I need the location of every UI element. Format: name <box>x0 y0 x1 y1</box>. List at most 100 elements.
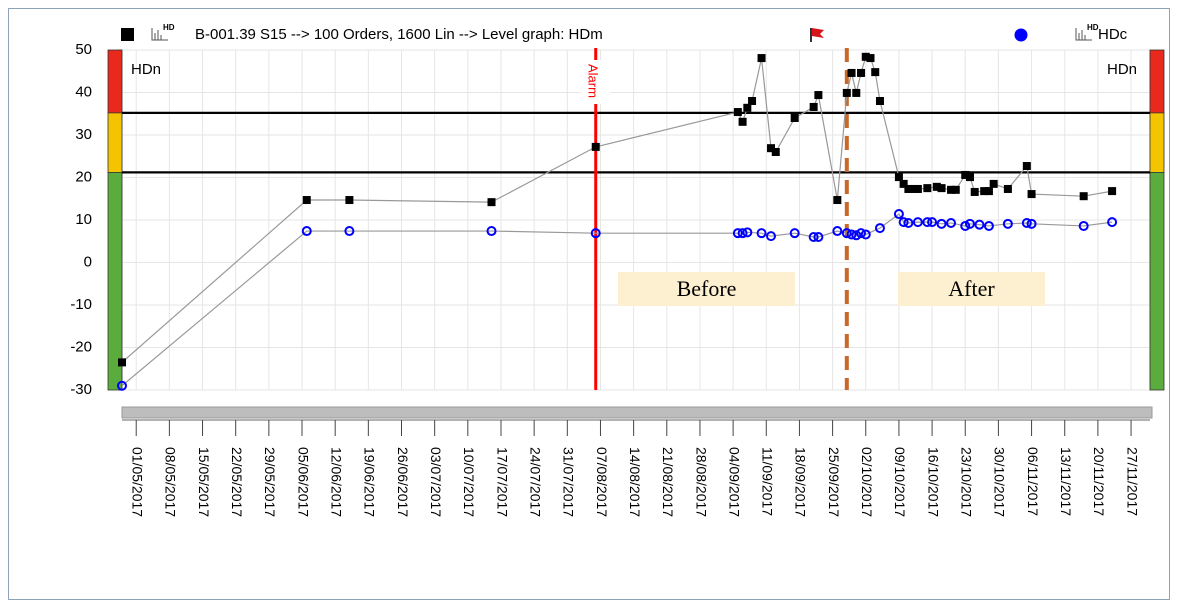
marker <box>1026 218 1037 229</box>
marker <box>1078 220 1089 231</box>
marker <box>951 185 960 194</box>
marker <box>989 179 998 188</box>
icon-label: HD <box>163 23 175 32</box>
x-tick-label: 10/07/2017 <box>461 447 477 517</box>
x-tick-label: 22/05/2017 <box>229 447 245 517</box>
marker <box>927 217 938 228</box>
y-tick-label: -30 <box>70 381 92 398</box>
zone-bar <box>1149 49 1165 114</box>
x-tick-label: 08/05/2017 <box>163 447 179 517</box>
marker <box>737 228 748 239</box>
marker <box>345 196 354 205</box>
x-tick-label: 21/08/2017 <box>660 447 676 517</box>
marker <box>1108 187 1117 196</box>
marker <box>732 228 743 239</box>
marker <box>756 228 767 239</box>
marker <box>789 228 800 239</box>
marker <box>922 217 933 228</box>
marker <box>932 182 941 191</box>
marker <box>984 187 993 196</box>
marker <box>813 232 824 242</box>
chart-icon: HD <box>151 23 175 41</box>
x-tick-label: 19/06/2017 <box>362 447 378 517</box>
zone-bar <box>107 49 123 114</box>
marker <box>912 217 923 228</box>
grid <box>121 49 1151 391</box>
marker <box>898 217 909 228</box>
y-tick-label: 10 <box>75 211 92 228</box>
y-tick-label: 0 <box>84 253 92 270</box>
marker <box>974 219 985 230</box>
annotation-label: Alarm <box>585 64 600 98</box>
y-tick-label: -10 <box>70 296 92 313</box>
marker <box>814 91 823 100</box>
zone-bar <box>1149 112 1165 173</box>
marker <box>117 380 127 391</box>
y-tick-label: 50 <box>75 41 92 58</box>
icon-label: HD <box>1087 23 1099 32</box>
marker <box>899 179 908 188</box>
marker <box>866 54 875 63</box>
marker <box>742 227 753 238</box>
marker <box>767 144 776 153</box>
marker <box>841 228 852 239</box>
marker <box>875 97 884 105</box>
marker <box>893 209 904 220</box>
marker <box>852 88 861 97</box>
marker <box>936 218 947 229</box>
x-tick-label: 29/05/2017 <box>262 447 278 517</box>
marker <box>301 226 312 237</box>
marker <box>842 88 851 97</box>
marker <box>983 220 994 231</box>
zone-bar <box>107 112 123 173</box>
marker <box>937 184 946 193</box>
marker <box>733 108 742 117</box>
marker <box>851 230 862 241</box>
marker <box>965 173 974 182</box>
x-tick-label: 16/10/2017 <box>925 447 941 517</box>
marker <box>857 68 866 77</box>
marker <box>961 170 970 179</box>
marker <box>909 184 918 193</box>
text-box-label: After <box>948 276 995 301</box>
marker <box>947 185 956 194</box>
marker <box>860 229 871 240</box>
zone-bar <box>107 171 123 391</box>
x-tick-label: 13/11/2017 <box>1058 447 1074 516</box>
y-tick-label: 40 <box>75 83 92 100</box>
text-box-label: Before <box>677 276 737 301</box>
marker <box>344 226 355 237</box>
x-tick-label: 02/10/2017 <box>859 447 875 517</box>
marker <box>874 223 885 234</box>
x-tick-label: 30/10/2017 <box>992 447 1008 517</box>
marker <box>591 142 600 151</box>
marker <box>946 217 957 228</box>
scrollbar[interactable] <box>121 406 1153 419</box>
y-tick-label: 30 <box>75 126 92 143</box>
x-tick-label: 09/10/2017 <box>892 447 908 517</box>
marker <box>833 196 842 205</box>
marker <box>1107 217 1118 228</box>
marker <box>487 198 496 207</box>
legend-swatch <box>1014 28 1028 42</box>
marker <box>1022 162 1031 171</box>
marker <box>766 231 777 242</box>
marker <box>1003 184 1012 193</box>
marker <box>847 68 856 77</box>
marker <box>748 97 757 105</box>
axis-label-right: HDn <box>1107 61 1137 78</box>
chart-icon: HD <box>1075 23 1099 41</box>
x-tick-label: 06/11/2017 <box>1025 447 1041 516</box>
marker <box>808 232 819 242</box>
x-tick-label: 18/09/2017 <box>793 447 809 517</box>
marker <box>970 187 979 196</box>
text-box <box>898 272 1045 306</box>
zone-bar <box>1149 171 1165 391</box>
legend-label: HDc <box>1098 26 1128 43</box>
marker <box>743 103 752 112</box>
x-tick-label: 31/07/2017 <box>561 447 577 517</box>
marker <box>1002 218 1013 229</box>
x-tick-label: 23/10/2017 <box>959 447 975 517</box>
marker <box>894 173 903 182</box>
